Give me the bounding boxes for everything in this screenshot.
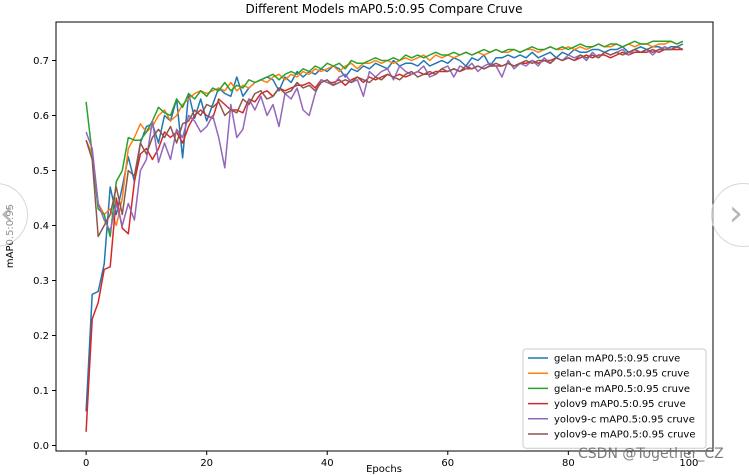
- x-tick-label: 40: [321, 458, 334, 469]
- watermark: CSDN @Together_CZ: [578, 446, 724, 462]
- y-tick-label: 0.4: [33, 221, 49, 232]
- legend-label: yolov9 mAP0.5:0.95 cruve: [554, 399, 686, 410]
- legend-label: gelan mAP0.5:0.95 cruve: [554, 354, 680, 365]
- series-lines: [85, 40, 684, 432]
- chart-title: Different Models mAP0.5:0.95 Compare Cru…: [246, 2, 523, 16]
- y-tick-label: 0.5: [33, 166, 49, 177]
- series-line-6: [85, 46, 684, 238]
- x-axis-label: Epochs: [366, 464, 402, 475]
- y-axis: 0.0 0.1 0.2 0.3 0.4 0.5 0.6 0.7: [33, 56, 56, 452]
- y-tick-label: 0.0: [33, 441, 49, 452]
- x-tick-label: 80: [562, 458, 575, 469]
- x-tick-label: 60: [441, 458, 454, 469]
- legend-box: [522, 348, 707, 449]
- y-tick-label: 0.7: [33, 56, 49, 67]
- y-tick-label: 0.6: [33, 111, 49, 122]
- y-tick-label: 0.3: [33, 276, 49, 287]
- x-tick-label: 100: [679, 458, 698, 469]
- legend-label: yolov9-e mAP0.5:0.95 cruve: [554, 430, 696, 441]
- series-line-5: [85, 46, 684, 232]
- chevron-left-icon: ‹: [0, 193, 15, 234]
- chevron-right-icon: ›: [728, 193, 744, 234]
- legend: gelan mAP0.5:0.95 cruve gelan-c mAP0.5:0.…: [522, 348, 707, 449]
- series-line-3: [85, 40, 684, 238]
- y-tick-label: 0.1: [33, 386, 49, 397]
- legend-label: gelan-e mAP0.5:0.95 cruve: [554, 384, 690, 395]
- x-tick-label: 20: [200, 458, 213, 469]
- legend-label: yolov9-c mAP0.5:0.95 cruve: [554, 414, 695, 425]
- legend-label: gelan-c mAP0.5:0.95 cruve: [554, 369, 689, 380]
- y-tick-label: 0.2: [33, 331, 49, 342]
- x-tick-label: 0: [83, 458, 89, 469]
- x-axis: 0 20 40 60 80 100: [83, 451, 698, 469]
